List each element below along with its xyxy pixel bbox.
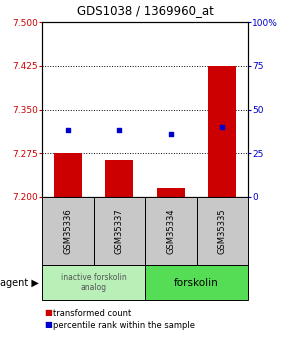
Text: transformed count: transformed count (53, 308, 131, 317)
Text: GSM35337: GSM35337 (115, 208, 124, 254)
Text: percentile rank within the sample: percentile rank within the sample (53, 321, 195, 329)
Text: inactive forskolin
analog: inactive forskolin analog (61, 273, 126, 292)
Text: GSM35335: GSM35335 (218, 208, 227, 254)
Text: agent ▶: agent ▶ (0, 277, 39, 287)
Point (168, 131, 173, 137)
Point (220, 124, 224, 130)
Bar (208, 66, 236, 197)
Bar (105, 160, 133, 197)
Text: ■: ■ (44, 308, 52, 317)
Point (66, 127, 70, 133)
Text: GSM35336: GSM35336 (63, 208, 72, 254)
Bar (54, 153, 82, 197)
Text: ■: ■ (44, 321, 52, 329)
Text: forskolin: forskolin (174, 277, 219, 287)
Text: GSM35334: GSM35334 (166, 208, 175, 254)
Bar (157, 188, 185, 197)
Text: GDS1038 / 1369960_at: GDS1038 / 1369960_at (77, 4, 213, 18)
Point (117, 127, 122, 133)
